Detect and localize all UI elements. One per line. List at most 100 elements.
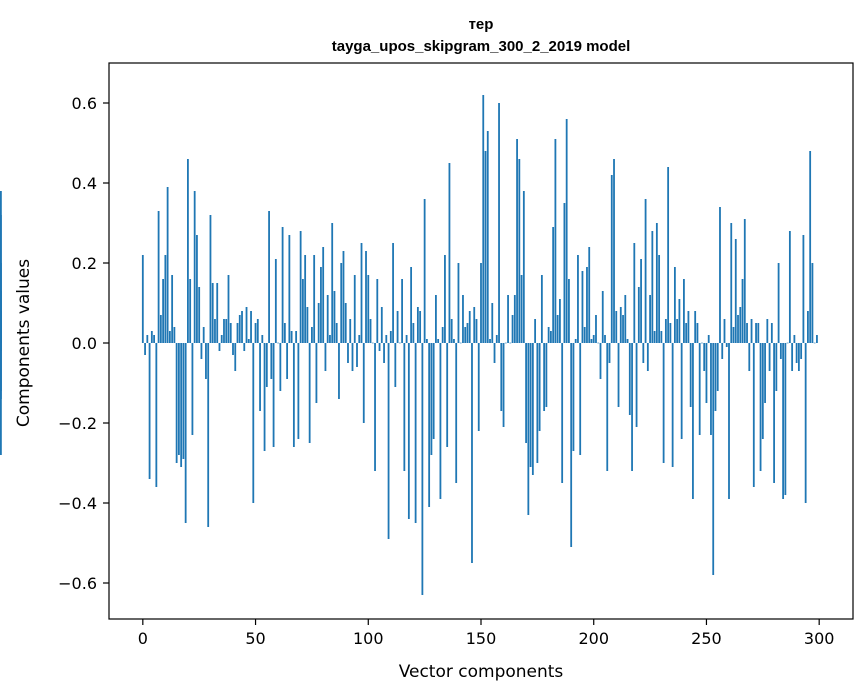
bar [592, 335, 595, 343]
bar [340, 263, 343, 343]
bar [527, 343, 530, 515]
bar [234, 343, 237, 371]
bar [466, 323, 469, 343]
bar [306, 307, 309, 343]
bar [728, 343, 730, 499]
bar [304, 255, 307, 343]
bar [196, 235, 198, 343]
bar [175, 343, 178, 463]
y-tick-label: 0.6 [72, 94, 97, 113]
bar [719, 207, 721, 343]
bar [286, 343, 289, 379]
bar [782, 343, 785, 499]
bar [270, 343, 273, 379]
bar [191, 343, 194, 435]
bar [441, 327, 444, 343]
bar [365, 251, 367, 343]
bar [599, 343, 602, 379]
bar [166, 187, 169, 343]
bar [520, 275, 523, 343]
bar [367, 275, 370, 343]
bar [299, 231, 302, 343]
x-tick-label: 300 [804, 629, 835, 648]
bar [144, 343, 146, 355]
bar [813, 342, 816, 344]
y-tick-label: 0.0 [72, 334, 97, 353]
bar [716, 343, 719, 391]
bar [660, 331, 663, 343]
bar [518, 159, 521, 343]
bar [538, 343, 541, 431]
bar [153, 335, 155, 343]
bar [200, 343, 203, 359]
bar [797, 343, 800, 371]
bar [193, 191, 196, 343]
bar [371, 342, 374, 344]
bar [448, 163, 451, 343]
bar [342, 251, 345, 343]
bar [714, 343, 717, 411]
bar [511, 315, 514, 343]
bar [545, 343, 548, 407]
bar [495, 335, 498, 343]
bar [775, 343, 778, 391]
bar [256, 319, 259, 343]
bar [416, 307, 419, 343]
bar [232, 343, 234, 355]
bar [730, 223, 733, 343]
bar [362, 343, 365, 423]
bar [701, 342, 703, 344]
bar [586, 267, 588, 343]
bar [788, 231, 791, 343]
bar [622, 315, 624, 343]
bar [358, 335, 361, 343]
bar [164, 255, 167, 343]
bar [779, 343, 782, 359]
bar [347, 343, 349, 363]
bar [0, 191, 2, 343]
bar [324, 343, 327, 371]
bar [802, 235, 805, 343]
bar [288, 235, 291, 343]
bar [168, 331, 171, 343]
bar [502, 343, 505, 427]
bar [498, 103, 500, 343]
bar [741, 279, 744, 343]
bar [277, 342, 279, 344]
bar [667, 167, 670, 343]
bar [655, 223, 658, 343]
bar [687, 311, 690, 343]
bar [254, 323, 257, 343]
bar [770, 323, 773, 343]
y-axis-label: Components values [14, 259, 34, 427]
bar [157, 211, 160, 343]
bar [468, 311, 471, 343]
bar [378, 343, 381, 351]
bar [743, 219, 746, 343]
bar [457, 263, 460, 343]
bar [292, 343, 295, 447]
bar [247, 339, 250, 343]
bar [211, 283, 214, 343]
bar [401, 279, 403, 343]
bar [595, 315, 597, 343]
bar [475, 319, 478, 343]
bar [484, 151, 487, 343]
bar [241, 311, 243, 343]
bar [669, 323, 672, 343]
bar [180, 343, 183, 467]
bar [184, 343, 187, 523]
bar [430, 343, 433, 455]
bar [295, 331, 298, 343]
bar [313, 255, 316, 343]
bar [559, 299, 561, 343]
bar [159, 315, 162, 343]
bar [570, 343, 573, 547]
bar [683, 279, 685, 343]
bar [613, 159, 615, 343]
bar [202, 327, 205, 343]
bar [464, 327, 467, 343]
bar [816, 335, 818, 343]
bar [407, 343, 410, 519]
bar [220, 335, 223, 343]
